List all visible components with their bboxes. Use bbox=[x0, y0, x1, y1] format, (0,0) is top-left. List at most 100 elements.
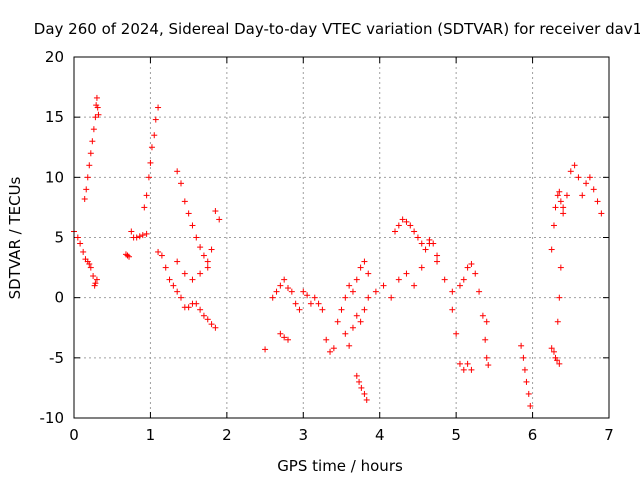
data-point bbox=[392, 228, 398, 235]
data-point bbox=[155, 248, 162, 255]
data-point bbox=[151, 132, 158, 139]
data-point bbox=[556, 360, 563, 367]
data-point bbox=[277, 282, 284, 289]
data-point bbox=[323, 336, 330, 343]
data-point bbox=[353, 372, 360, 379]
data-point bbox=[349, 288, 356, 295]
x-tick-label: 6 bbox=[528, 426, 538, 444]
data-point bbox=[92, 114, 99, 121]
x-axis-label: GPS time / hours bbox=[277, 457, 403, 475]
data-point bbox=[87, 264, 94, 271]
data-point bbox=[579, 192, 586, 199]
data-point bbox=[548, 345, 555, 352]
data-point bbox=[197, 270, 204, 277]
data-point bbox=[358, 384, 365, 391]
data-point bbox=[311, 294, 318, 301]
data-point bbox=[521, 366, 528, 373]
data-point bbox=[554, 357, 561, 364]
data-point bbox=[77, 240, 84, 247]
data-point bbox=[197, 244, 204, 251]
data-point bbox=[139, 232, 146, 239]
data-point bbox=[204, 258, 211, 265]
data-point bbox=[262, 346, 269, 353]
data-point bbox=[143, 230, 150, 237]
data-point bbox=[550, 348, 557, 355]
data-point bbox=[523, 378, 530, 385]
data-point bbox=[94, 104, 101, 111]
data-point bbox=[170, 282, 177, 289]
data-point bbox=[556, 294, 563, 301]
data-point bbox=[152, 116, 159, 123]
data-point bbox=[155, 104, 162, 111]
data-point bbox=[571, 162, 578, 169]
data-point bbox=[273, 288, 280, 295]
data-point bbox=[74, 234, 81, 241]
data-point bbox=[141, 204, 148, 211]
data-point bbox=[80, 248, 87, 255]
data-point bbox=[518, 342, 525, 349]
y-tick-label: 20 bbox=[45, 48, 64, 66]
data-point bbox=[411, 282, 418, 289]
data-point bbox=[204, 316, 211, 323]
data-point bbox=[485, 362, 492, 369]
data-point bbox=[434, 252, 441, 259]
data-point bbox=[449, 306, 456, 313]
data-point bbox=[133, 234, 140, 241]
data-point bbox=[181, 198, 188, 205]
data-point bbox=[304, 292, 311, 299]
data-point bbox=[563, 192, 570, 199]
data-point bbox=[281, 276, 288, 283]
data-point bbox=[178, 180, 184, 187]
data-point bbox=[334, 318, 341, 325]
data-point bbox=[441, 276, 448, 283]
data-point bbox=[460, 276, 467, 283]
data-point bbox=[200, 312, 207, 319]
data-point bbox=[557, 264, 564, 271]
data-point bbox=[212, 208, 219, 215]
data-point bbox=[479, 312, 486, 319]
data-point bbox=[575, 174, 582, 181]
data-point bbox=[90, 273, 97, 280]
y-tick-label: 10 bbox=[45, 168, 64, 186]
data-point bbox=[365, 270, 372, 277]
data-point bbox=[86, 260, 93, 267]
data-point bbox=[353, 312, 360, 319]
data-point bbox=[300, 288, 307, 295]
data-point bbox=[395, 276, 402, 283]
data-point bbox=[89, 138, 96, 145]
data-point bbox=[353, 276, 360, 283]
data-point bbox=[456, 282, 463, 289]
data-point bbox=[453, 330, 460, 337]
data-point bbox=[193, 300, 200, 307]
data-point bbox=[136, 233, 143, 240]
data-point bbox=[464, 264, 471, 271]
data-point bbox=[92, 280, 99, 287]
data-point bbox=[525, 390, 532, 397]
data-point bbox=[208, 321, 215, 328]
data-point bbox=[93, 94, 100, 101]
data-point bbox=[356, 378, 363, 385]
data-point bbox=[418, 264, 425, 271]
data-point bbox=[598, 210, 605, 217]
data-point bbox=[166, 276, 173, 283]
data-point bbox=[464, 360, 471, 367]
data-point bbox=[178, 294, 184, 301]
data-point bbox=[483, 354, 490, 361]
data-point bbox=[527, 402, 534, 409]
data-point bbox=[554, 318, 561, 325]
data-point bbox=[567, 168, 574, 175]
data-point bbox=[158, 252, 165, 259]
y-tick-label: 15 bbox=[45, 108, 64, 126]
data-point bbox=[560, 210, 567, 217]
data-point bbox=[162, 264, 169, 271]
data-point bbox=[430, 240, 437, 247]
chart-title: Day 260 of 2024, Sidereal Day-to-day VTE… bbox=[34, 20, 640, 38]
data-point bbox=[208, 246, 215, 253]
data-point bbox=[422, 246, 429, 253]
data-point bbox=[292, 300, 299, 307]
data-point bbox=[552, 204, 559, 211]
x-tick-label: 5 bbox=[451, 426, 461, 444]
data-point bbox=[361, 258, 368, 265]
data-point bbox=[594, 198, 601, 205]
data-point bbox=[403, 270, 410, 277]
